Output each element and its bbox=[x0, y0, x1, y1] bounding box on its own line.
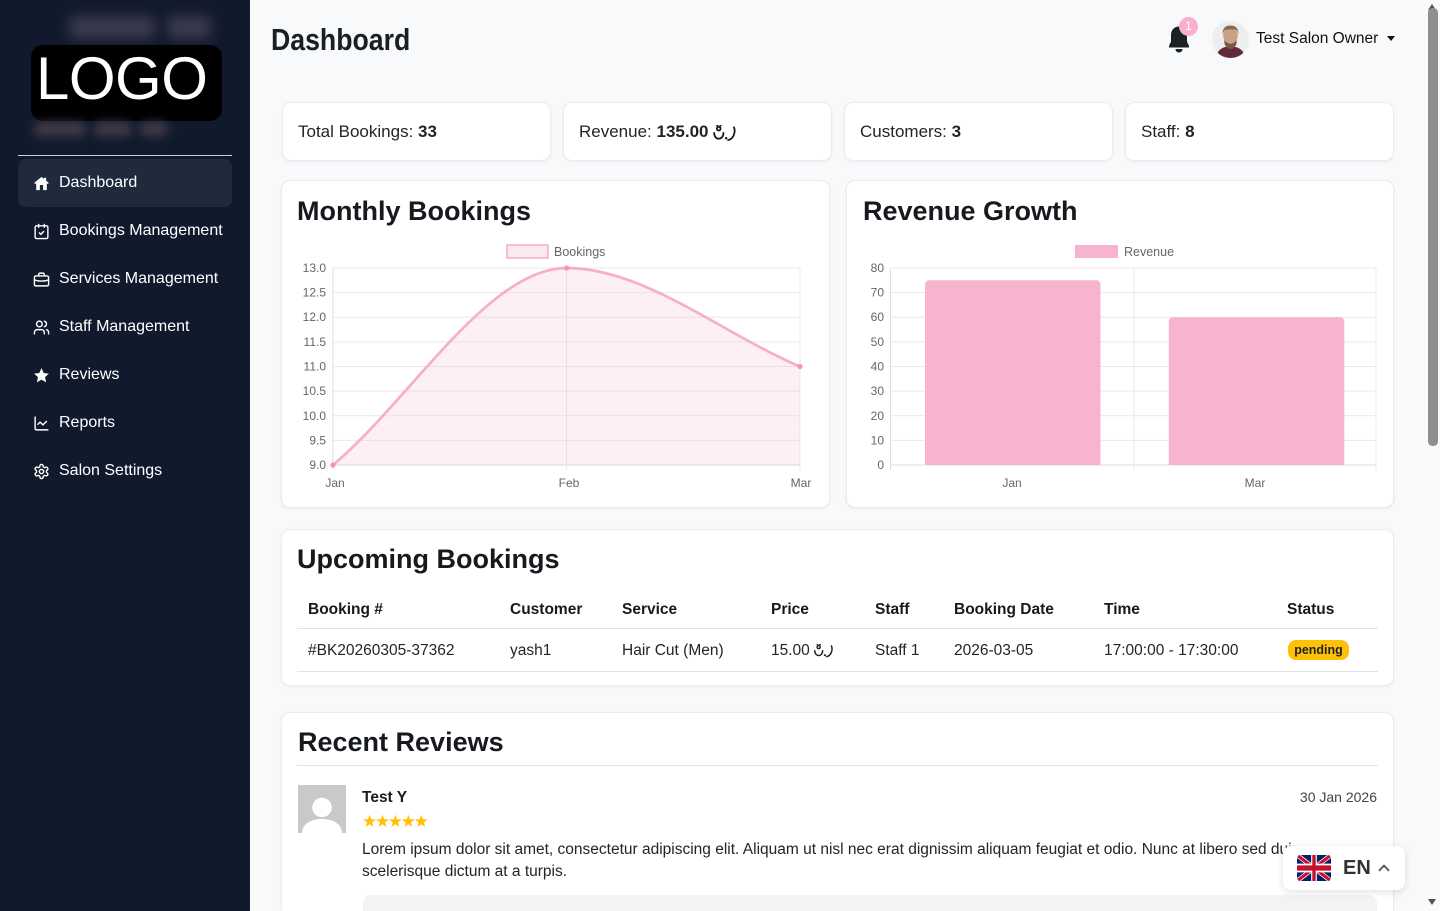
svg-text:Mar: Mar bbox=[791, 476, 812, 490]
svg-text:50: 50 bbox=[871, 335, 885, 349]
svg-text:70: 70 bbox=[871, 286, 885, 300]
svg-text:30: 30 bbox=[871, 384, 885, 398]
svg-text:12.5: 12.5 bbox=[303, 286, 327, 300]
svg-text:40: 40 bbox=[871, 360, 885, 374]
svg-text:60: 60 bbox=[871, 310, 885, 324]
svg-text:Revenue: Revenue bbox=[1124, 245, 1174, 259]
svg-text:10: 10 bbox=[871, 433, 885, 447]
svg-text:Jan: Jan bbox=[325, 476, 344, 490]
svg-text:Bookings: Bookings bbox=[554, 245, 605, 259]
svg-text:10.5: 10.5 bbox=[303, 384, 327, 398]
svg-text:80: 80 bbox=[871, 261, 885, 275]
svg-text:20: 20 bbox=[871, 409, 885, 423]
svg-text:11.0: 11.0 bbox=[304, 360, 327, 374]
svg-text:Feb: Feb bbox=[559, 476, 580, 490]
svg-text:12.0: 12.0 bbox=[303, 310, 327, 324]
svg-text:9.0: 9.0 bbox=[309, 458, 326, 472]
svg-text:10.0: 10.0 bbox=[303, 409, 327, 423]
svg-text:Jan: Jan bbox=[1002, 476, 1021, 490]
svg-text:0: 0 bbox=[877, 458, 884, 472]
svg-text:11.5: 11.5 bbox=[304, 335, 327, 349]
svg-text:Mar: Mar bbox=[1245, 476, 1266, 490]
svg-text:13.0: 13.0 bbox=[303, 261, 327, 275]
svg-text:9.5: 9.5 bbox=[309, 433, 326, 447]
